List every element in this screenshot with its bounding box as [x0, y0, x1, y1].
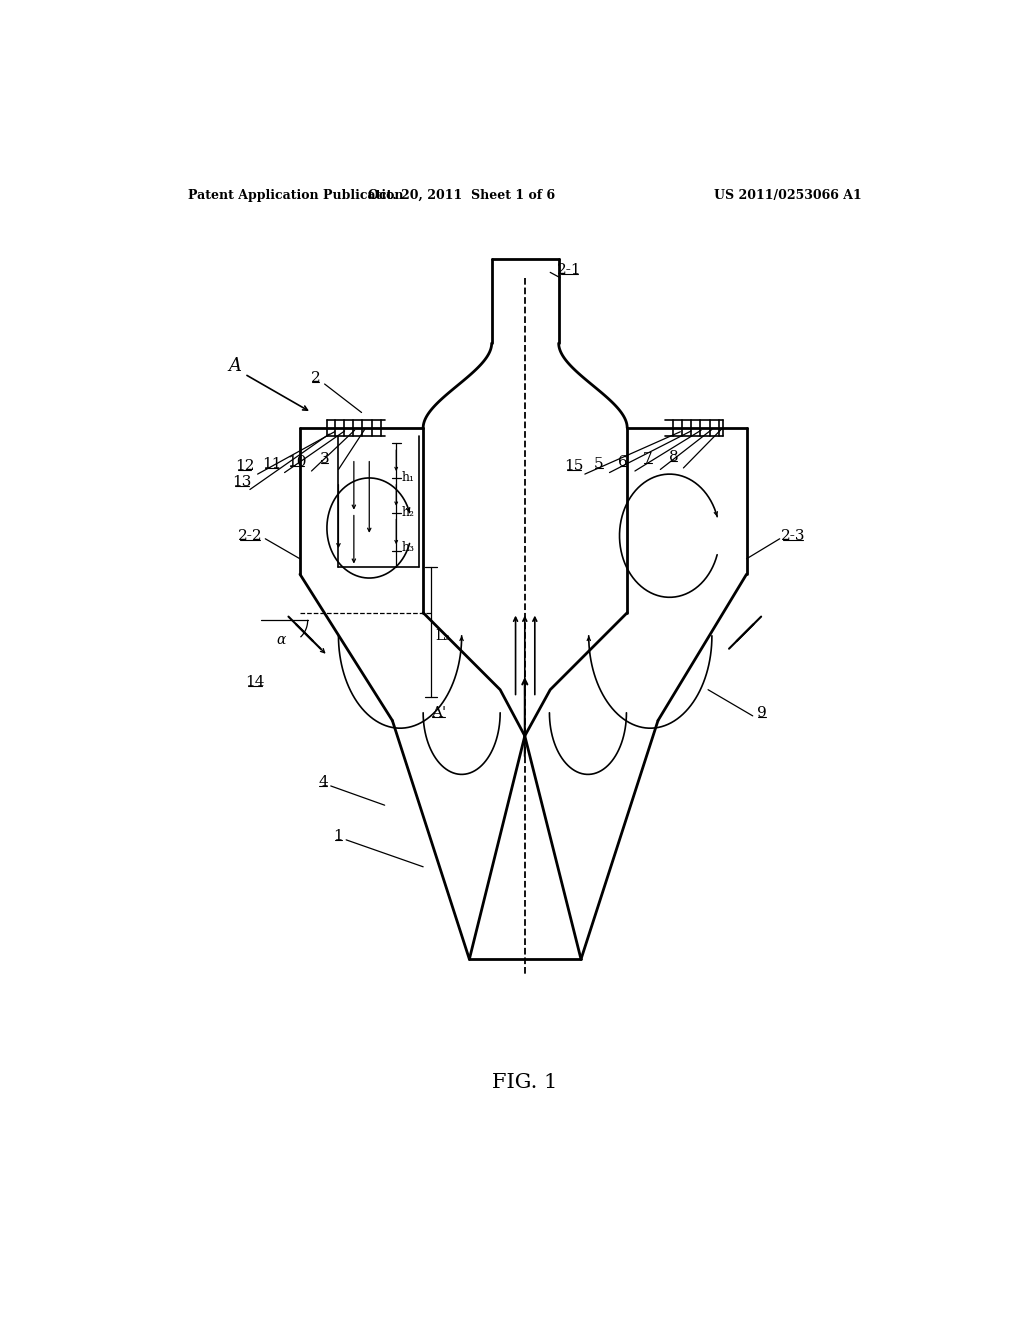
Text: 14: 14: [246, 675, 265, 689]
Text: 9: 9: [757, 706, 767, 719]
Text: 4: 4: [318, 775, 328, 789]
Text: 15: 15: [564, 459, 584, 474]
Text: 5: 5: [594, 457, 603, 471]
Text: 2: 2: [310, 371, 321, 385]
Text: FIG. 1: FIG. 1: [493, 1073, 557, 1092]
Text: h₂: h₂: [401, 506, 415, 519]
Text: 1: 1: [334, 829, 343, 843]
Text: 7: 7: [643, 453, 653, 466]
Text: A: A: [228, 358, 241, 375]
Text: h₃: h₃: [401, 541, 415, 554]
Text: Oct. 20, 2011  Sheet 1 of 6: Oct. 20, 2011 Sheet 1 of 6: [368, 189, 555, 202]
Text: 11: 11: [262, 457, 282, 471]
Text: 2-3: 2-3: [780, 529, 805, 543]
Text: α: α: [276, 632, 286, 647]
Text: A': A': [431, 706, 446, 719]
Text: 8: 8: [669, 450, 678, 465]
Text: 3: 3: [319, 453, 330, 466]
Text: 6: 6: [618, 455, 629, 469]
Text: h₁: h₁: [401, 471, 415, 484]
Text: 13: 13: [232, 475, 252, 488]
Text: L₂: L₂: [435, 628, 450, 643]
Text: US 2011/0253066 A1: US 2011/0253066 A1: [715, 189, 862, 202]
Text: 12: 12: [234, 459, 254, 474]
Text: 2-2: 2-2: [238, 529, 262, 543]
Text: Patent Application Publication: Patent Application Publication: [188, 189, 403, 202]
Text: 2-1: 2-1: [557, 263, 582, 277]
Text: 10: 10: [287, 455, 306, 469]
